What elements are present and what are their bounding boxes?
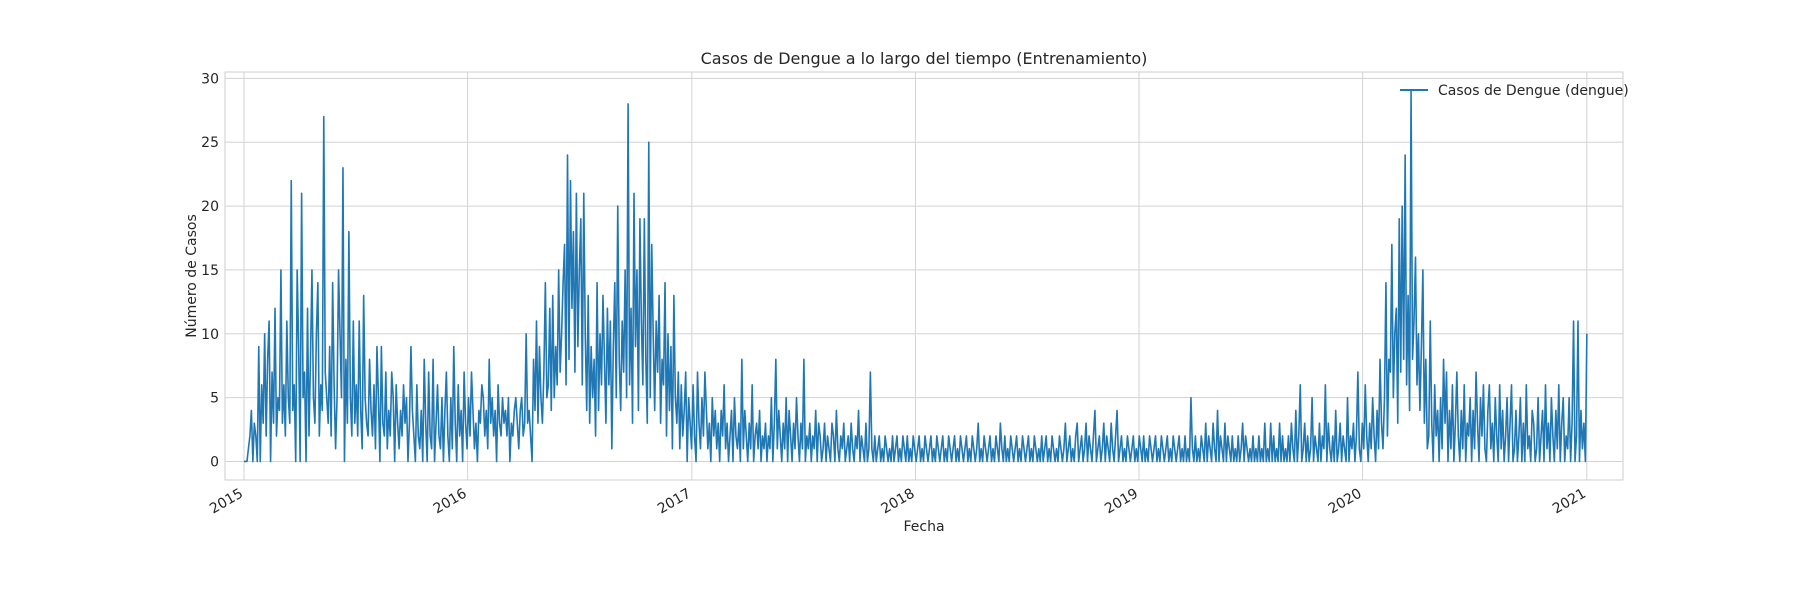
- x-tick-label: 2020: [1326, 486, 1365, 518]
- x-tick-labels: 2015 2016 2017 2018 2019 2020 2021: [207, 486, 1589, 518]
- y-axis-title: Número de Casos: [184, 214, 200, 338]
- x-tick-label: 2016: [431, 486, 470, 518]
- y-tick-labels: 0 5 10 15 20 25 30: [201, 71, 219, 470]
- y-tick-label: 5: [210, 391, 219, 407]
- series-line-dengue: [243, 90, 1588, 463]
- x-tick-label: 2017: [655, 486, 694, 518]
- x-axis-title: Fecha: [903, 519, 944, 535]
- y-tick-label: 10: [201, 327, 219, 343]
- series-layer: [243, 90, 1588, 463]
- y-tick-label: 30: [201, 71, 219, 87]
- plot-frame: [224, 71, 1624, 481]
- x-tick-label: 2018: [879, 486, 918, 518]
- x-tick-label: 2019: [1102, 486, 1141, 518]
- y-tick-label: 15: [201, 263, 219, 279]
- y-tick-label: 20: [201, 199, 219, 215]
- chart-title: Casos de Dengue a lo largo del tiempo (E…: [701, 49, 1148, 68]
- y-tick-label: 25: [201, 135, 219, 151]
- x-tick-label: 2015: [207, 486, 246, 518]
- x-tick-label: 2021: [1550, 486, 1589, 518]
- legend-label: Casos de Dengue (dengue): [1438, 83, 1629, 99]
- grid: [225, 72, 1623, 480]
- y-tick-label: 0: [210, 454, 219, 470]
- legend: Casos de Dengue (dengue): [1400, 83, 1629, 99]
